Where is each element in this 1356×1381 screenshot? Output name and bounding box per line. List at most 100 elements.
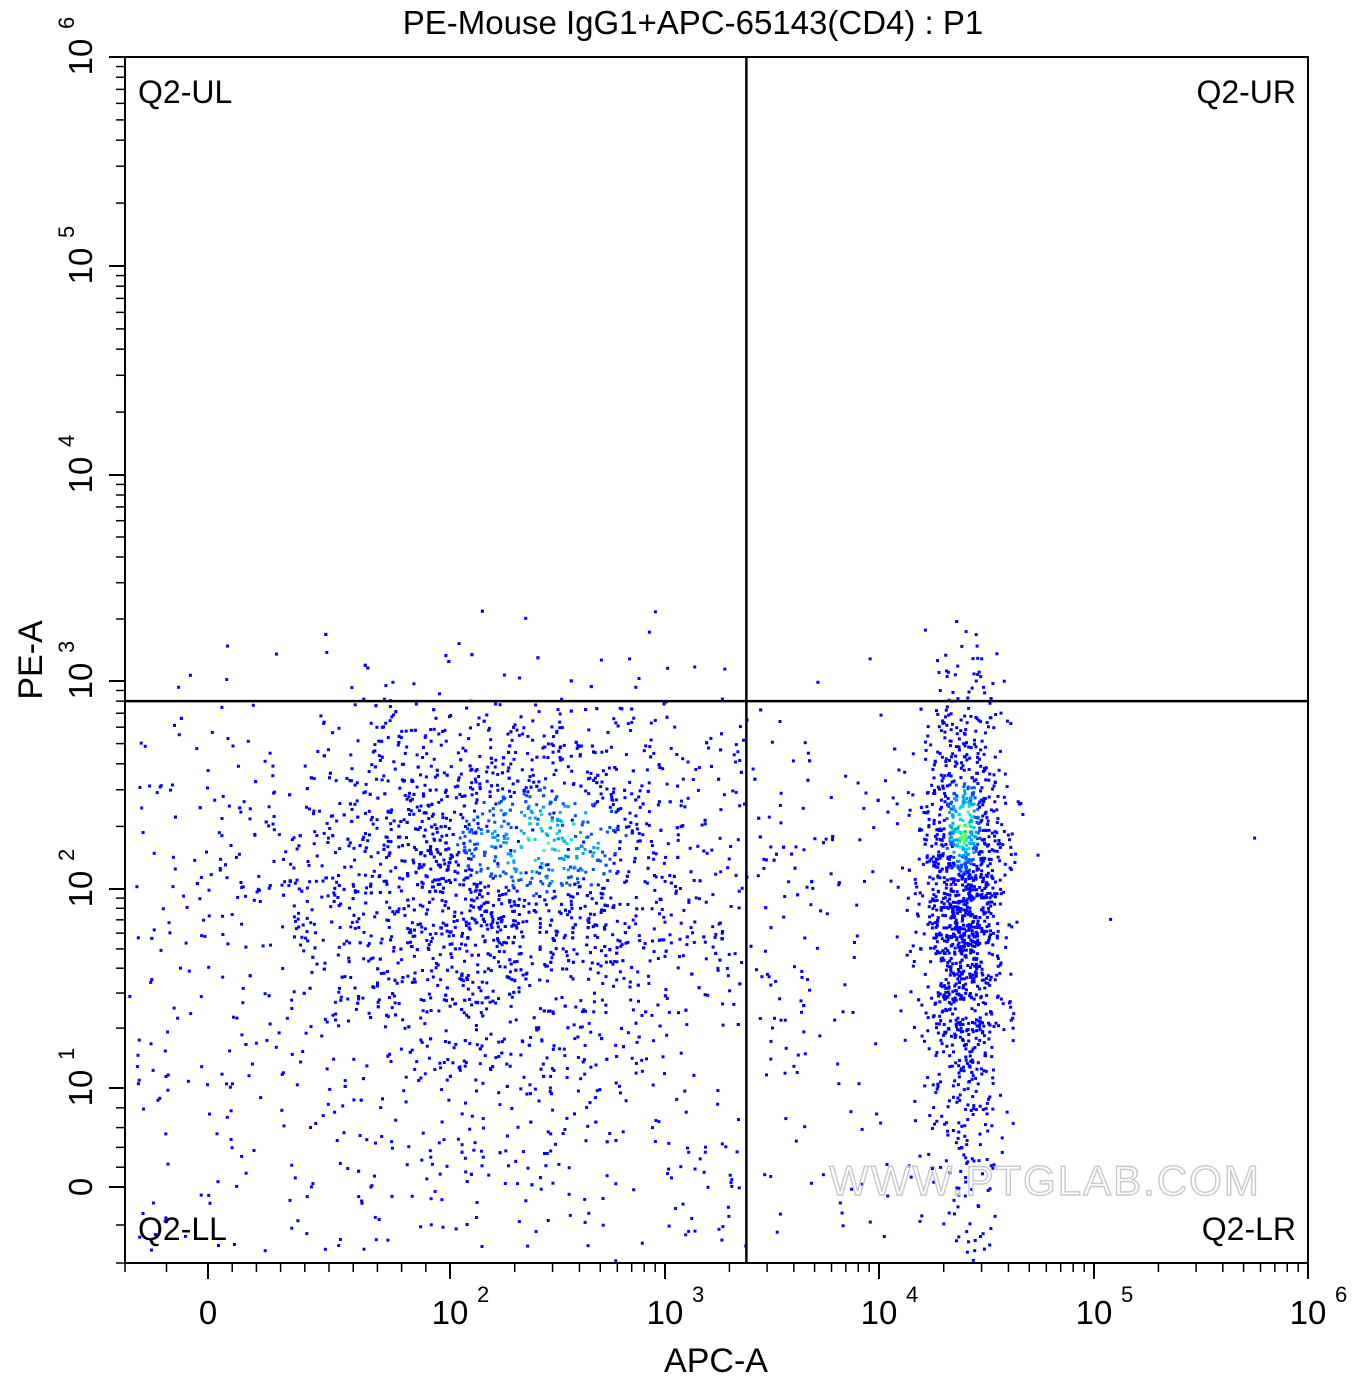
event-dot [967,1064,971,1068]
event-dot [305,899,309,903]
event-dot [942,993,946,997]
event-dot [551,1181,555,1185]
event-dot [370,815,374,819]
event-dot [614,1043,618,1047]
event-dot [954,918,958,922]
event-dot [996,842,1000,846]
x-tick-label: 10 [1290,1294,1327,1331]
event-dot [562,858,566,861]
event-dot [990,894,994,898]
event-dot [207,914,211,918]
event-dot [406,874,410,878]
event-dot [485,910,489,913]
event-dot [976,1204,980,1208]
event-dot [944,757,948,761]
event-dot [593,923,597,927]
event-dot [513,903,517,907]
event-dot [410,1194,414,1198]
event-dot [451,833,455,836]
event-dot [573,865,577,869]
event-dot [973,964,977,968]
event-dot [734,790,738,794]
event-dot [505,975,509,979]
event-dot [683,805,687,809]
event-dot [968,992,972,995]
event-dot [981,829,985,832]
event-dot [630,792,634,796]
event-dot [952,830,956,833]
event-dot [980,861,984,865]
event-dot [974,778,978,782]
event-dot [524,786,528,790]
event-dot [187,969,191,973]
event-dot [321,938,325,942]
event-dot [443,790,447,794]
event-dot [962,1065,965,1069]
event-dot [519,871,523,875]
event-dot [322,754,326,758]
event-dot [423,927,427,931]
event-dot [475,1216,478,1219]
event-dot [684,1110,688,1114]
event-dot [979,960,983,964]
event-dot [986,819,990,823]
event-dot [535,1026,538,1030]
event-dot [979,875,983,879]
event-dot [738,982,742,986]
event-dot [806,751,810,755]
event-dot [988,896,992,900]
event-dot [496,925,500,929]
event-dot [410,945,414,949]
event-dot [976,816,980,820]
event-dot [164,1216,168,1220]
event-dot [702,849,706,853]
event-dot [368,833,371,837]
event-dot [587,916,591,920]
event-dot [558,811,562,814]
event-dot [418,862,422,866]
event-dot [511,884,515,888]
event-dot [988,900,992,904]
event-dot [935,837,939,841]
event-dot [460,1150,464,1154]
event-dot [951,1084,955,1088]
event-dot [939,982,943,985]
event-dot [524,800,528,804]
event-dot [481,934,485,938]
event-dot [414,870,418,874]
event-dot [575,952,579,956]
event-dot [207,888,211,892]
event-dot [955,938,959,942]
event-dot [383,792,387,796]
event-dot [199,1193,203,1197]
event-dot [587,977,591,981]
event-dot [296,1219,300,1223]
event-dot [489,738,493,742]
event-dot [337,945,341,949]
event-dot [978,942,982,946]
event-dot [612,787,616,791]
event-dot [463,1156,467,1160]
event-dot [593,802,597,806]
event-dot [550,816,554,820]
event-dot [328,771,332,775]
event-dot [963,862,967,866]
event-dot [922,811,926,814]
event-dot [934,842,938,846]
event-dot [952,934,956,938]
event-dot [984,981,988,985]
event-dot [609,896,613,900]
event-dot [936,1084,940,1088]
event-dot [645,768,649,772]
event-dot [477,775,481,778]
event-dot [742,738,745,742]
event-dot [948,840,952,843]
quadrant-label-ul: Q2-UL [138,74,232,110]
event-dot [703,818,707,822]
event-dot [569,894,573,898]
event-dot [976,755,979,759]
event-dot [970,876,974,880]
event-dot [936,1082,940,1086]
event-dot [791,759,795,763]
event-dot [412,861,416,865]
